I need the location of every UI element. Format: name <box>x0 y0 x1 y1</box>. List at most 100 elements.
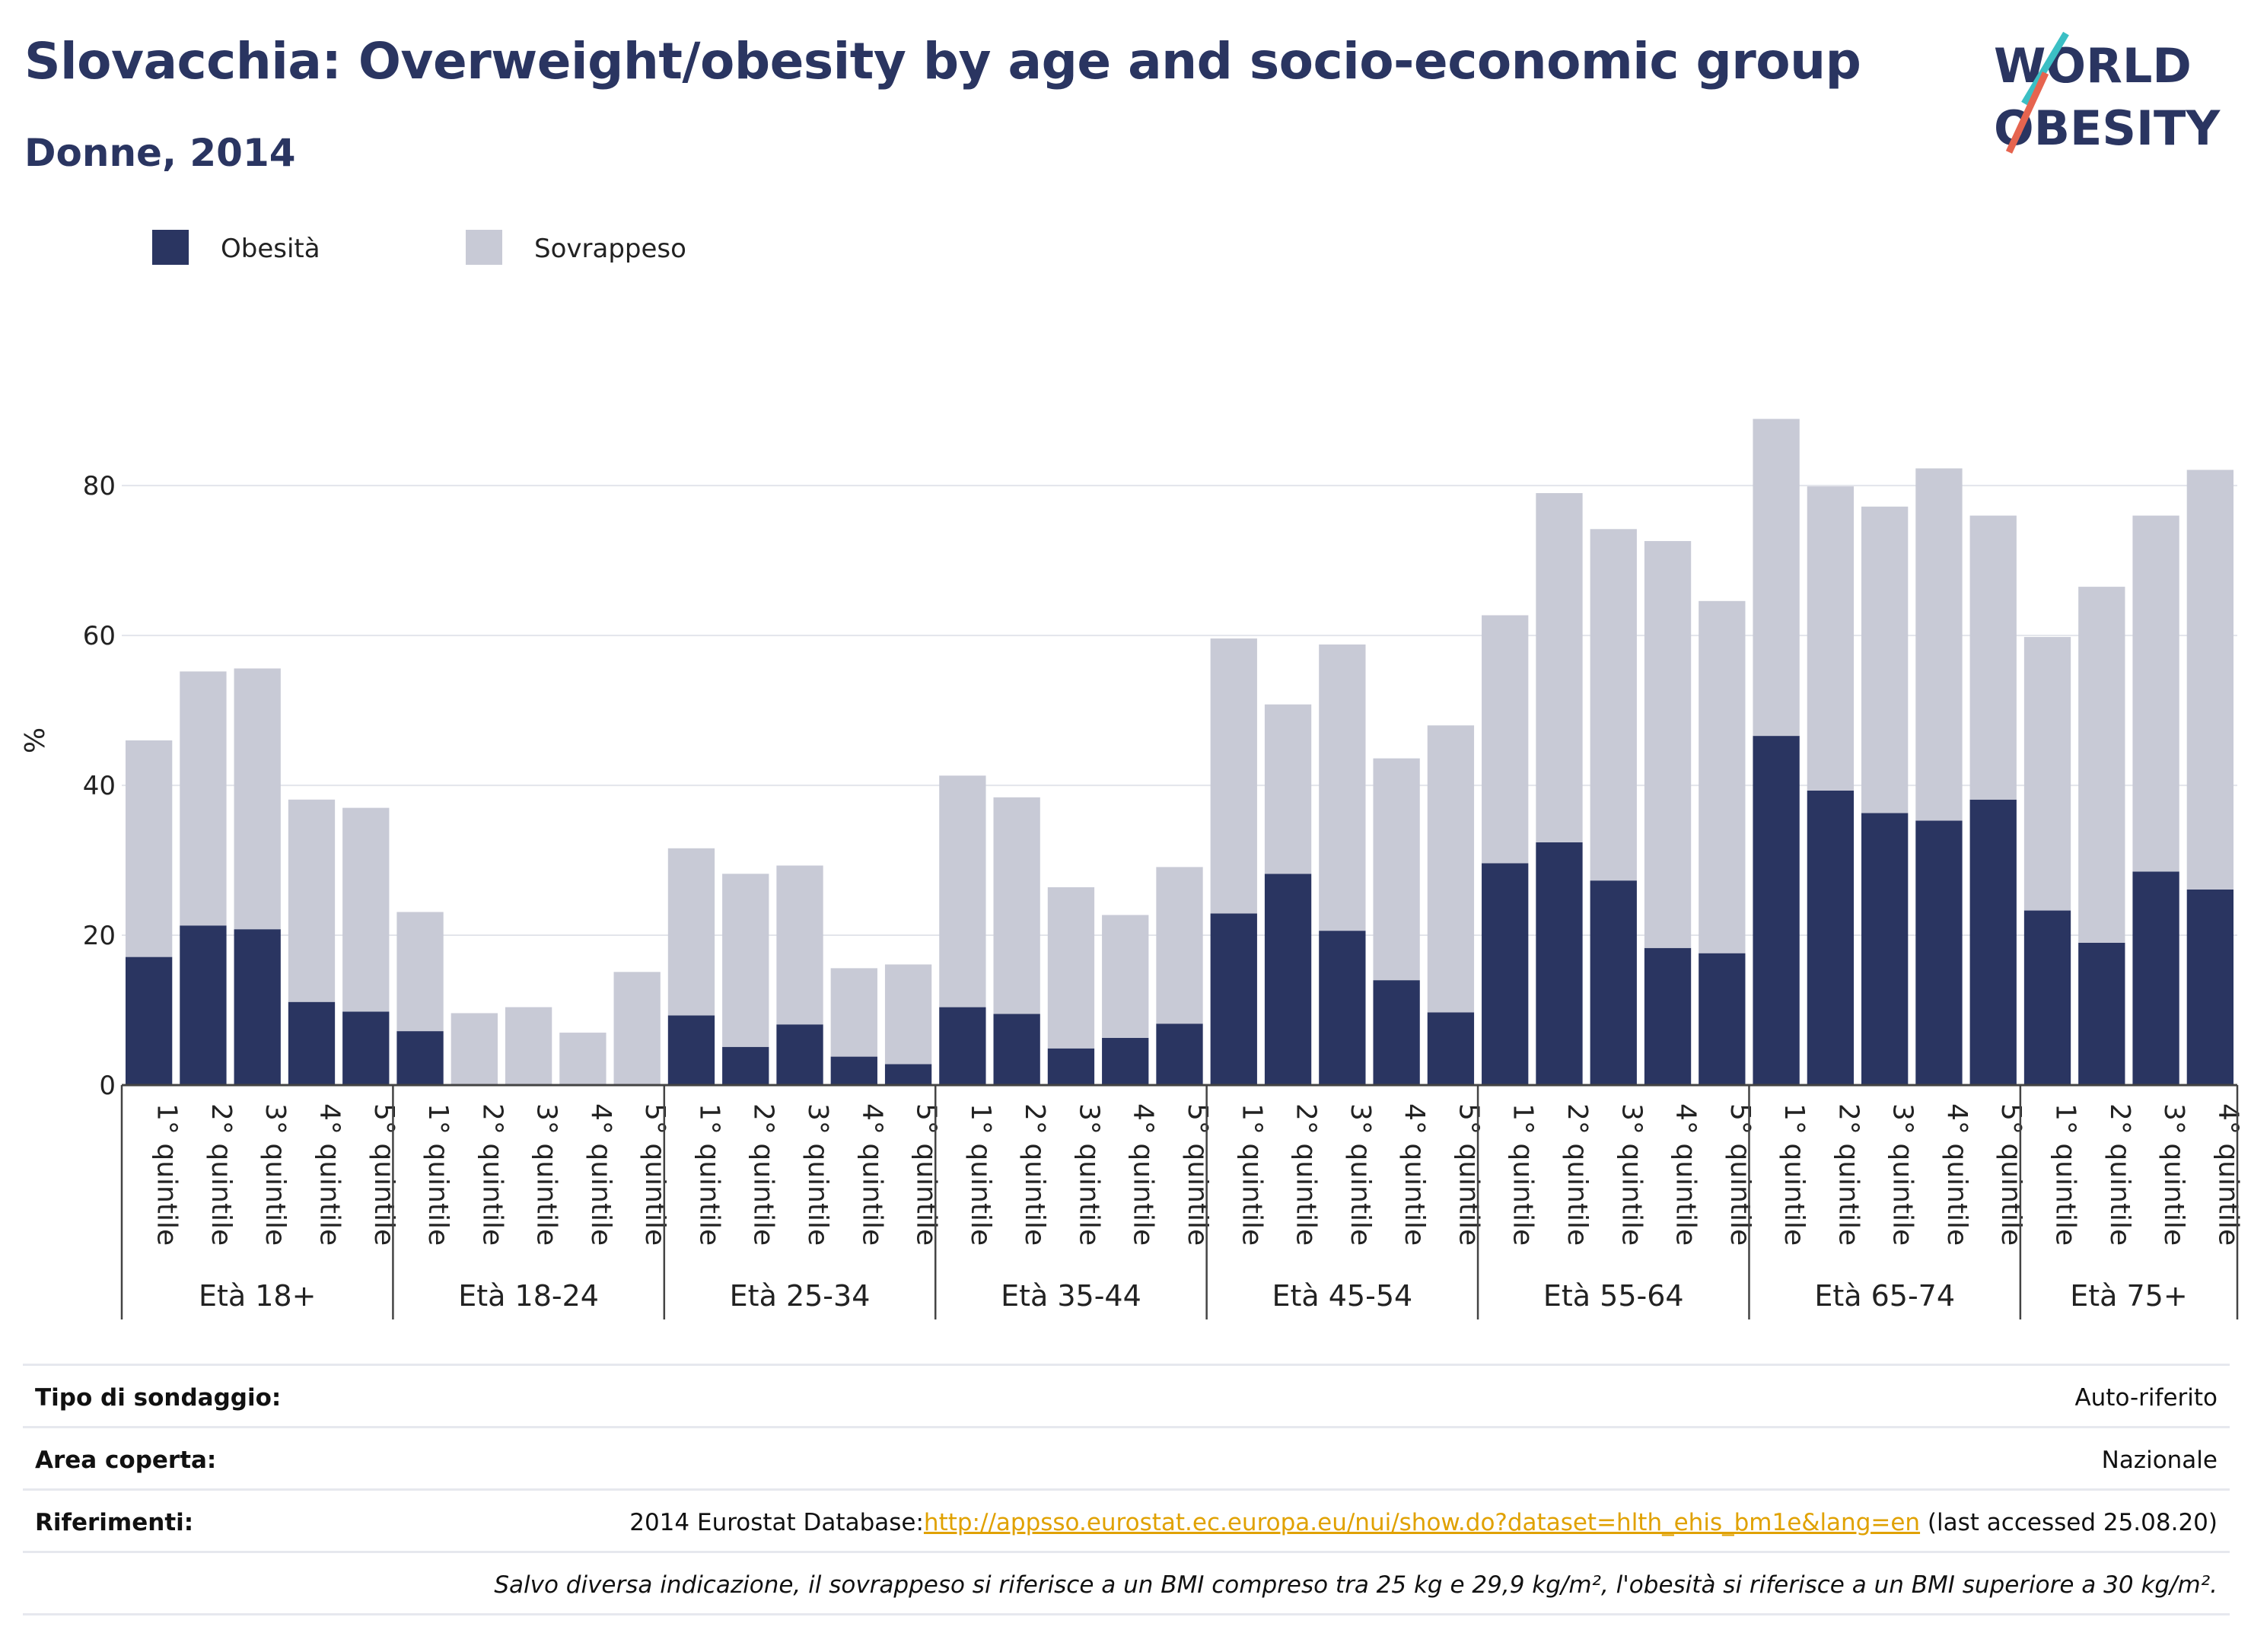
x-tick-label: 1° quintile <box>693 1103 724 1246</box>
x-tick-label: 5° quintile <box>911 1103 942 1246</box>
bar-obesity <box>180 925 227 1085</box>
bar-overweight <box>1319 644 1366 931</box>
group-label: Età 45-54 <box>1272 1279 1412 1313</box>
y-tick-label: 60 <box>83 621 116 651</box>
bar-obesity <box>1753 736 1800 1085</box>
bar-obesity <box>1102 1037 1149 1085</box>
bar-obesity <box>1210 913 1257 1085</box>
bar-obesity <box>1047 1048 1095 1085</box>
bar-overweight <box>1590 529 1637 881</box>
bar-obesity <box>234 929 281 1085</box>
x-tick-label: 4° quintile <box>1128 1103 1159 1246</box>
x-tick-label: 2° quintile <box>1291 1103 1322 1246</box>
y-axis-title: % <box>20 727 51 753</box>
legend-swatch-overweight <box>466 230 502 265</box>
x-tick-label: 2° quintile <box>205 1103 237 1246</box>
x-tick-label: 3° quintile <box>2158 1103 2189 1246</box>
bar-obesity <box>1536 842 1583 1085</box>
bar-overweight <box>1644 541 1692 948</box>
bar-obesity <box>1915 820 1963 1085</box>
bmi-definition-note: Salvo diversa indicazione, il sovrappeso… <box>494 1571 2218 1599</box>
bar-obesity <box>884 1064 932 1085</box>
legend-label: Sovrappeso <box>534 234 686 264</box>
bar-obesity <box>2023 910 2071 1085</box>
x-tick-label: 5° quintile <box>1453 1103 1484 1246</box>
bar-overweight <box>613 972 661 1085</box>
x-tick-label: 4° quintile <box>1941 1103 1972 1246</box>
x-tick-label: 1° quintile <box>1236 1103 1267 1246</box>
bar-overweight <box>1536 493 1583 842</box>
bar-overweight <box>1373 758 1420 981</box>
x-tick-label: 3° quintile <box>1345 1103 1376 1246</box>
group-label: Età 25-34 <box>730 1279 871 1313</box>
bar-overweight <box>125 740 173 957</box>
group-label: Età 35-44 <box>1001 1279 1141 1313</box>
bar-obesity <box>1264 874 1312 1085</box>
svg-text:WORLD: WORLD <box>1994 38 2192 94</box>
bar-overweight <box>1210 638 1257 914</box>
bar-obesity <box>722 1046 769 1085</box>
bar-overweight <box>559 1033 607 1085</box>
bar-obesity <box>1861 813 1909 1085</box>
bar-obesity <box>342 1011 390 1085</box>
x-tick-label: 3° quintile <box>1887 1103 1918 1246</box>
x-tick-label: 3° quintile <box>1073 1103 1104 1246</box>
bar-overweight <box>451 1013 498 1085</box>
bar-overweight <box>1861 506 1909 813</box>
references-value: 2014 Eurostat Database:http://appsso.eur… <box>629 1509 2218 1536</box>
x-tick-label: 4° quintile <box>585 1103 616 1246</box>
bar-obesity <box>1644 947 1692 1085</box>
bar-obesity <box>1482 863 1529 1085</box>
bar-obesity <box>125 957 173 1085</box>
legend-swatch-obesity <box>152 230 189 265</box>
bar-overweight <box>2078 587 2125 943</box>
bar-overweight <box>722 874 769 1047</box>
bar-overweight <box>180 671 227 926</box>
bar-overweight <box>1102 915 1149 1038</box>
group-label: Età 18-24 <box>458 1279 599 1313</box>
bar-obesity <box>396 1031 444 1085</box>
bar-overweight <box>342 807 390 1012</box>
bar-obesity <box>1373 980 1420 1085</box>
bar-overweight <box>1969 515 2017 800</box>
references-link[interactable]: http://appsso.eurostat.ec.europa.eu/nui/… <box>923 1509 1921 1536</box>
y-tick-label: 80 <box>83 471 116 501</box>
x-tick-label: 3° quintile <box>802 1103 833 1246</box>
bar-overweight <box>234 668 281 930</box>
bar-obesity <box>993 1014 1040 1085</box>
x-tick-label: 3° quintile <box>259 1103 291 1246</box>
bar-overweight <box>396 912 444 1032</box>
y-tick-label: 0 <box>99 1071 116 1101</box>
bar-overweight <box>1156 867 1203 1024</box>
stacked-bar-chart: 0 20 40 60 80% Obesità Sovrappeso 1° quintile 2°… <box>20 230 2243 1319</box>
meta-bottom-divider <box>23 1613 2230 1615</box>
chart-subtitle: Donne, 2014 <box>24 131 296 175</box>
bar-obesity <box>1156 1023 1203 1085</box>
references-prefix: 2014 Eurostat Database: <box>629 1509 924 1536</box>
group-label: Età 55-64 <box>1543 1279 1684 1313</box>
bar-obesity <box>1590 880 1637 1085</box>
x-tick-label: 5° quintile <box>1995 1103 2027 1246</box>
group-label: Età 65-74 <box>1814 1279 1955 1313</box>
bar-overweight <box>2023 637 2071 911</box>
x-tick-label: 2° quintile <box>2104 1103 2135 1246</box>
references-label: Riferimenti: <box>35 1509 194 1536</box>
x-tick-label: 5° quintile <box>368 1103 400 1246</box>
meta-row-note: Salvo diversa indicazione, il sovrappeso… <box>23 1551 2230 1615</box>
bar-overweight <box>830 968 877 1057</box>
meta-row-survey: Tipo di sondaggio: Auto-riferito <box>23 1364 2230 1428</box>
bar-overweight <box>2186 469 2234 890</box>
bar-obesity <box>288 1001 336 1085</box>
bar-overweight <box>1047 887 1095 1049</box>
bar-obesity <box>1319 931 1366 1085</box>
x-tick-label: 2° quintile <box>476 1103 508 1246</box>
bar-overweight <box>884 964 932 1065</box>
x-tick-label: 4° quintile <box>2212 1103 2243 1246</box>
bar-obesity <box>1699 953 1746 1085</box>
x-tick-label: 1° quintile <box>1778 1103 1810 1246</box>
bar-obesity <box>2078 942 2125 1085</box>
bar-obesity <box>939 1007 986 1085</box>
bar-overweight <box>1264 704 1312 874</box>
group-label: Età 18+ <box>199 1279 316 1313</box>
x-tick-label: 5° quintile <box>639 1103 670 1246</box>
